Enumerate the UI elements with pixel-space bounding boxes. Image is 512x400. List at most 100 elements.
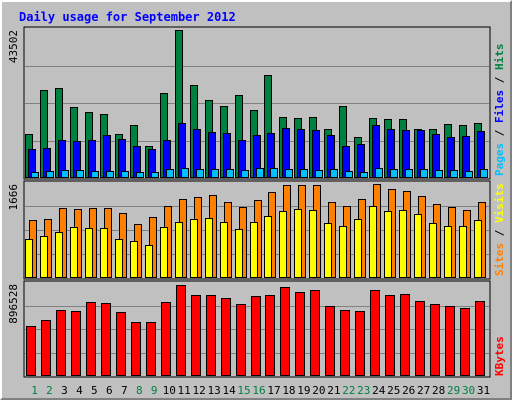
bar-pages-17 <box>270 168 278 178</box>
hits-panel-border <box>23 26 491 180</box>
bar-kbytes-24 <box>370 290 380 376</box>
bar-visits-6 <box>100 228 108 278</box>
bar-visits-26 <box>399 210 407 278</box>
bar-pages-30 <box>465 171 473 178</box>
bar-visits-8 <box>130 241 138 278</box>
bar-visits-17 <box>264 216 272 278</box>
bar-pages-8 <box>136 172 144 178</box>
bar-pages-21 <box>330 169 338 178</box>
bar-kbytes-26 <box>400 294 410 376</box>
bar-kbytes-1 <box>26 326 36 376</box>
bar-visits-31 <box>474 220 482 278</box>
bar-kbytes-4 <box>71 311 81 376</box>
bar-kbytes-13 <box>206 295 216 376</box>
series-pages <box>31 168 488 178</box>
bar-pages-24 <box>375 168 383 178</box>
x-tick-label: 14 <box>222 384 236 397</box>
legend-entry: Visits <box>493 183 506 223</box>
x-tick-label: 15 <box>237 384 250 397</box>
x-tick-label: 25 <box>387 384 400 397</box>
legend-entry: / <box>493 70 506 90</box>
bar-kbytes-25 <box>385 295 395 376</box>
bar-visits-15 <box>235 229 243 278</box>
bar-visits-1 <box>25 239 33 278</box>
bar-visits-24 <box>369 206 377 278</box>
bar-visits-21 <box>324 223 332 278</box>
bar-pages-12 <box>196 169 204 178</box>
kbytes-max-label: 896528 <box>7 284 20 324</box>
bar-kbytes-18 <box>280 287 290 376</box>
bar-visits-28 <box>429 223 437 278</box>
bar-kbytes-27 <box>415 301 425 376</box>
x-tick-label: 21 <box>327 384 340 397</box>
x-tick-label: 2 <box>46 384 53 397</box>
bar-visits-19 <box>294 209 302 278</box>
bar-visits-4 <box>70 227 78 278</box>
bar-pages-25 <box>390 169 398 178</box>
bar-pages-26 <box>405 169 413 178</box>
x-tick-label: 17 <box>267 384 280 397</box>
side-legend: Pages / Files / Hits Sites / Visits KBytes <box>493 44 506 377</box>
series-kbytes <box>26 285 485 376</box>
legend-entry: Files <box>493 90 506 123</box>
bar-kbytes-17 <box>265 295 275 376</box>
bar-kbytes-2 <box>41 320 51 376</box>
legend-entry: / <box>493 223 506 243</box>
chart-panels: 43502 1666 896528 <box>7 26 491 378</box>
bar-kbytes-11 <box>176 285 186 376</box>
legend-entry: Hits <box>493 44 506 71</box>
x-tick-label: 7 <box>121 384 128 397</box>
x-tick-label: 28 <box>432 384 445 397</box>
bar-kbytes-22 <box>340 310 350 376</box>
bar-kbytes-28 <box>430 304 440 376</box>
bar-visits-30 <box>459 226 467 278</box>
x-tick-label: 13 <box>207 384 220 397</box>
bar-pages-6 <box>106 171 114 178</box>
bar-kbytes-12 <box>191 295 201 376</box>
chart-title: Daily usage for September 2012 <box>19 10 236 24</box>
bar-visits-7 <box>115 239 123 278</box>
series-visits <box>25 206 482 278</box>
x-tick-label: 5 <box>91 384 98 397</box>
bar-pages-18 <box>285 169 293 178</box>
bar-kbytes-10 <box>161 302 171 376</box>
bar-visits-13 <box>205 218 213 278</box>
bar-pages-5 <box>91 171 99 178</box>
bar-pages-14 <box>226 169 234 178</box>
hits-max-label: 43502 <box>7 30 20 63</box>
x-tick-label: 3 <box>61 384 68 397</box>
series-files <box>28 123 485 178</box>
bar-pages-20 <box>315 170 323 178</box>
x-tick-label: 20 <box>312 384 325 397</box>
legend-entry: Pages <box>493 143 506 176</box>
bar-kbytes-7 <box>116 312 126 376</box>
bar-kbytes-30 <box>460 308 470 376</box>
bar-kbytes-31 <box>475 301 485 376</box>
bar-kbytes-19 <box>295 292 305 376</box>
bar-pages-22 <box>345 171 353 178</box>
bar-kbytes-20 <box>310 290 320 376</box>
bar-pages-4 <box>76 170 84 178</box>
bar-visits-5 <box>85 228 93 278</box>
bar-kbytes-21 <box>325 306 335 376</box>
bar-pages-2 <box>46 171 54 178</box>
bar-pages-15 <box>241 170 249 178</box>
legend-kbytes_panel: KBytes <box>493 336 506 376</box>
bar-visits-23 <box>354 219 362 278</box>
hits-panel: 43502 <box>7 26 491 180</box>
bar-pages-31 <box>480 169 488 178</box>
bar-visits-12 <box>190 219 198 278</box>
bar-pages-9 <box>151 172 159 178</box>
legend-entry: KBytes <box>493 336 506 376</box>
bar-kbytes-15 <box>236 304 246 376</box>
bar-pages-29 <box>450 170 458 178</box>
bar-kbytes-14 <box>221 298 231 376</box>
bar-pages-27 <box>420 169 428 178</box>
x-tick-label: 4 <box>76 384 83 397</box>
x-tick-label: 12 <box>193 384 206 397</box>
x-tick-label: 6 <box>106 384 113 397</box>
bar-pages-1 <box>31 172 39 178</box>
bar-kbytes-3 <box>56 310 66 376</box>
x-tick-label: 24 <box>372 384 386 397</box>
